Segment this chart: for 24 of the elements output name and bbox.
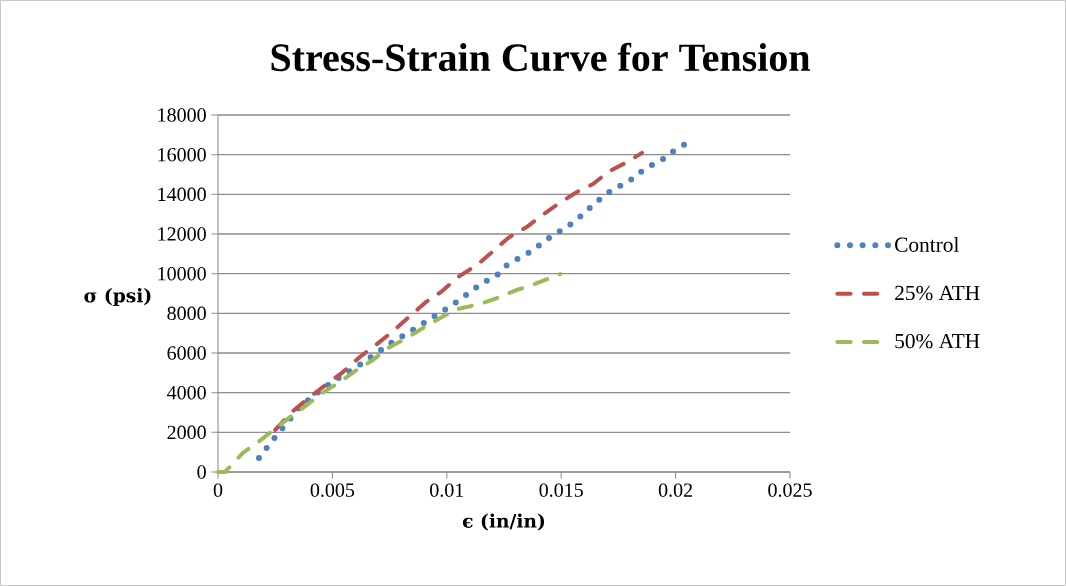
y-tick-label: 0 <box>197 465 206 479</box>
y-tick-label: 8000 <box>167 306 206 321</box>
x-tick-label: 0.005 <box>310 483 355 497</box>
y-tick-label: 14000 <box>158 187 206 202</box>
y-tick-label: 10000 <box>158 266 206 281</box>
x-axis-title: ϵ (in/in) <box>462 513 545 531</box>
chart-title: Stress-Strain Curve for Tension <box>271 42 810 72</box>
x-tick-label: 0.025 <box>768 483 812 497</box>
x-tick-label: 0.02 <box>658 483 692 497</box>
line-series <box>273 150 644 432</box>
line-series <box>216 272 563 474</box>
y-tick-label: 12000 <box>158 227 206 241</box>
legend-label: 50% ATH <box>895 333 980 349</box>
y-tick-label: 2000 <box>167 425 206 440</box>
legend-label: 25% ATH <box>895 285 980 301</box>
x-tick-label: 0.01 <box>430 483 464 497</box>
y-axis-title: σ (psi) <box>84 288 151 307</box>
y-tick-label: 16000 <box>158 147 206 162</box>
y-tick-label: 4000 <box>167 385 206 400</box>
x-tick-label: 0.015 <box>539 483 583 497</box>
y-tick-label: 6000 <box>167 346 206 360</box>
legend-label: Control <box>895 236 959 252</box>
y-tick-label: 18000 <box>158 108 206 122</box>
x-tick-label: 0 <box>213 483 223 497</box>
